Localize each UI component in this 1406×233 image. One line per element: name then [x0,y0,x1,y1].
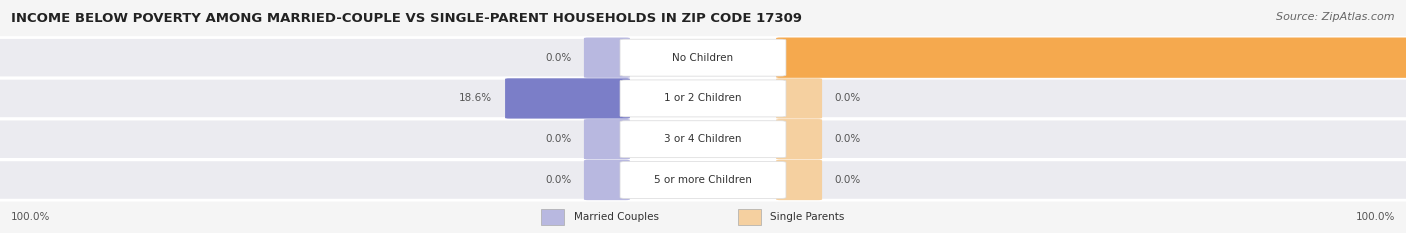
FancyBboxPatch shape [583,38,630,78]
Text: 0.0%: 0.0% [546,175,571,185]
Text: Source: ZipAtlas.com: Source: ZipAtlas.com [1277,12,1395,22]
Text: 0.0%: 0.0% [546,134,571,144]
Text: 100.0%: 100.0% [11,212,51,222]
Text: 5 or more Children: 5 or more Children [654,175,752,185]
FancyBboxPatch shape [583,160,630,200]
Text: Married Couples: Married Couples [574,212,658,222]
FancyBboxPatch shape [776,78,823,119]
Text: 1 or 2 Children: 1 or 2 Children [664,93,742,103]
FancyBboxPatch shape [0,160,1406,200]
Text: 18.6%: 18.6% [460,93,492,103]
Text: 100.0%: 100.0% [1355,212,1395,222]
FancyBboxPatch shape [505,78,630,119]
FancyBboxPatch shape [776,160,823,200]
Text: 0.0%: 0.0% [835,93,860,103]
FancyBboxPatch shape [776,38,1406,78]
FancyBboxPatch shape [583,119,630,159]
Text: 0.0%: 0.0% [835,175,860,185]
Bar [541,209,564,225]
Text: 0.0%: 0.0% [546,53,571,63]
FancyBboxPatch shape [620,39,786,76]
Text: No Children: No Children [672,53,734,63]
Text: 0.0%: 0.0% [835,134,860,144]
FancyBboxPatch shape [776,119,823,159]
FancyBboxPatch shape [620,80,786,117]
Text: 3 or 4 Children: 3 or 4 Children [664,134,742,144]
FancyBboxPatch shape [0,119,1406,159]
FancyBboxPatch shape [620,121,786,158]
Text: Single Parents: Single Parents [770,212,845,222]
Bar [738,209,761,225]
FancyBboxPatch shape [0,78,1406,119]
FancyBboxPatch shape [0,38,1406,78]
FancyBboxPatch shape [620,161,786,199]
Text: INCOME BELOW POVERTY AMONG MARRIED-COUPLE VS SINGLE-PARENT HOUSEHOLDS IN ZIP COD: INCOME BELOW POVERTY AMONG MARRIED-COUPL… [11,12,803,25]
